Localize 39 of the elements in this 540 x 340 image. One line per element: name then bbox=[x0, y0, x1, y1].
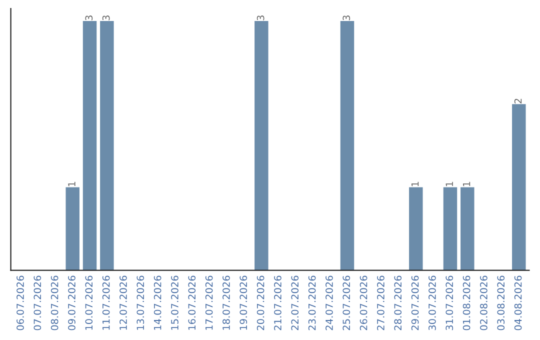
x-tick-label: 30.07.2026 bbox=[428, 276, 436, 330]
x-tick-label: 06.07.2026 bbox=[16, 276, 24, 330]
x-tick-label: 03.08.2026 bbox=[497, 276, 505, 330]
x-tick-label: 08.07.2026 bbox=[50, 276, 58, 330]
x-tick-label: 22.07.2026 bbox=[291, 276, 299, 330]
x-tick-label: 29.07.2026 bbox=[411, 276, 419, 330]
x-tick-label: 14.07.2026 bbox=[154, 276, 162, 330]
x-tick-label: 01.08.2026 bbox=[462, 276, 470, 330]
x-tick-label: 09.07.2026 bbox=[68, 276, 76, 330]
x-tick-label: 26.07.2026 bbox=[360, 276, 368, 330]
data-label: 3 bbox=[102, 16, 110, 20]
x-tick-label: 19.07.2026 bbox=[240, 276, 248, 330]
data-label: 1 bbox=[412, 182, 419, 186]
x-tick-label: 11.07.2026 bbox=[102, 276, 110, 330]
x-tick-label: 16.07.2026 bbox=[188, 276, 196, 330]
data-label: 3 bbox=[342, 16, 350, 20]
x-tick-label: 12.07.2026 bbox=[120, 276, 127, 330]
x-tick-label: 24.07.2026 bbox=[326, 276, 333, 330]
data-label: 1 bbox=[463, 182, 470, 186]
x-tick-label: 07.07.2026 bbox=[34, 276, 42, 330]
x-tick-label: 18.07.2026 bbox=[222, 276, 230, 330]
x-tick-label: 17.07.2026 bbox=[205, 276, 213, 330]
data-label: 1 bbox=[446, 182, 453, 186]
x-tick-label: 04.08.2026 bbox=[514, 276, 522, 330]
x-tick-label: 20.07.2026 bbox=[256, 276, 264, 330]
x-tick-label: 23.07.2026 bbox=[308, 276, 316, 330]
data-label: 2 bbox=[514, 98, 522, 104]
x-tick-label: 13.07.2026 bbox=[136, 276, 144, 330]
data-label: 1 bbox=[68, 182, 76, 186]
x-tick-label: 21.07.2026 bbox=[274, 276, 282, 330]
x-tick-label: 10.07.2026 bbox=[85, 276, 93, 330]
x-tick-label: 25.07.2026 bbox=[342, 276, 350, 330]
x-tick-label: 27.07.2026 bbox=[377, 276, 384, 330]
x-tick-label: 28.07.2026 bbox=[394, 276, 402, 330]
x-tick-label: 02.08.2026 bbox=[480, 276, 488, 330]
data-label: 3 bbox=[256, 16, 264, 20]
x-tick-label: 31.07.2026 bbox=[446, 276, 454, 330]
data-label: 3 bbox=[85, 16, 93, 20]
x-tick-label: 15.07.2026 bbox=[171, 276, 178, 330]
